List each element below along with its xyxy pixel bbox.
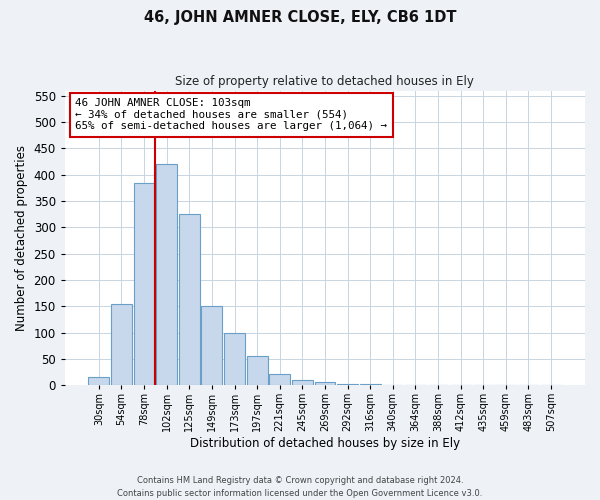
Bar bbox=[134, 182, 154, 385]
Text: 46 JOHN AMNER CLOSE: 103sqm
← 34% of detached houses are smaller (554)
65% of se: 46 JOHN AMNER CLOSE: 103sqm ← 34% of det… bbox=[75, 98, 387, 131]
Y-axis label: Number of detached properties: Number of detached properties bbox=[15, 145, 28, 331]
Bar bbox=[269, 374, 290, 385]
Bar bbox=[360, 384, 380, 385]
Bar bbox=[224, 332, 245, 385]
Bar bbox=[179, 214, 200, 385]
Bar bbox=[337, 384, 358, 385]
Bar bbox=[111, 304, 132, 385]
Bar bbox=[541, 384, 562, 385]
Bar bbox=[88, 377, 109, 385]
Bar bbox=[314, 382, 335, 385]
Bar bbox=[382, 384, 403, 385]
Bar bbox=[202, 306, 222, 385]
Bar bbox=[450, 384, 471, 385]
Text: 46, JOHN AMNER CLOSE, ELY, CB6 1DT: 46, JOHN AMNER CLOSE, ELY, CB6 1DT bbox=[144, 10, 456, 25]
Bar bbox=[428, 384, 448, 385]
Bar bbox=[292, 380, 313, 385]
Bar bbox=[405, 384, 426, 385]
Bar bbox=[156, 164, 177, 385]
X-axis label: Distribution of detached houses by size in Ely: Distribution of detached houses by size … bbox=[190, 437, 460, 450]
Text: Contains HM Land Registry data © Crown copyright and database right 2024.
Contai: Contains HM Land Registry data © Crown c… bbox=[118, 476, 482, 498]
Bar bbox=[247, 356, 268, 385]
Title: Size of property relative to detached houses in Ely: Size of property relative to detached ho… bbox=[175, 75, 475, 88]
